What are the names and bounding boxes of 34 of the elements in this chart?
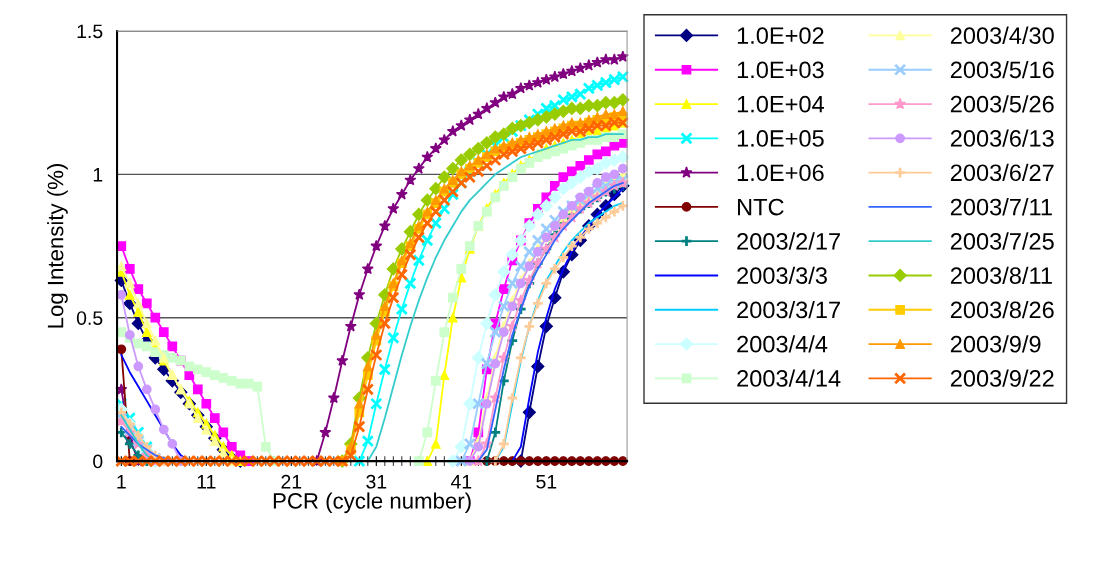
legend-label: 2003/7/11	[950, 198, 1052, 216]
legend-label: 2003/6/13	[950, 129, 1054, 147]
legend-label: 1.0E+06	[737, 164, 824, 182]
legend-label: NTC	[738, 198, 784, 216]
x-tick-label: 51	[536, 475, 557, 489]
legend-label: 1.0E+04	[737, 95, 825, 113]
legend-label: 2003/9/22	[950, 369, 1054, 387]
legend-label: 2003/8/11	[950, 266, 1052, 284]
x-axis-title: PCR (cycle number)	[273, 492, 471, 514]
x-tick-label: 21	[281, 474, 302, 489]
legend-label: 2003/8/26	[950, 300, 1054, 319]
x-tick-label: 41	[450, 475, 472, 489]
y-axis-title: Log Intensity (%)	[47, 164, 68, 328]
legend-label: 1.0E+02	[737, 27, 824, 44]
y-tick-label: 1	[93, 168, 103, 182]
legend-label: 1.0E+03	[737, 61, 824, 79]
legend-label: 2003/5/26	[950, 95, 1054, 113]
legend-label: 2003/4/4	[737, 335, 828, 353]
legend-label: 2003/7/25	[950, 232, 1054, 250]
x-tick-label: 11	[197, 475, 216, 489]
legend-label: 2003/3/3	[737, 266, 827, 284]
legend-label: 2003/9/9	[950, 335, 1041, 353]
legend-label: 1.0E+05	[737, 130, 824, 147]
legend-label: 2003/4/30	[950, 26, 1054, 44]
legend-label: 2003/3/17	[737, 300, 840, 319]
legend-label: 2003/2/17	[737, 232, 840, 250]
x-tick-label: 1	[117, 475, 126, 489]
y-tick-label: 0	[93, 454, 103, 469]
legend-label: 2003/5/16	[950, 60, 1054, 79]
legend-label: 2003/4/14	[737, 369, 841, 387]
x-tick-label: 31	[366, 474, 387, 489]
y-tick-label: 1.5	[77, 24, 103, 39]
y-tick-label: 0.5	[76, 311, 103, 325]
legend-label: 2003/6/27	[950, 163, 1054, 182]
